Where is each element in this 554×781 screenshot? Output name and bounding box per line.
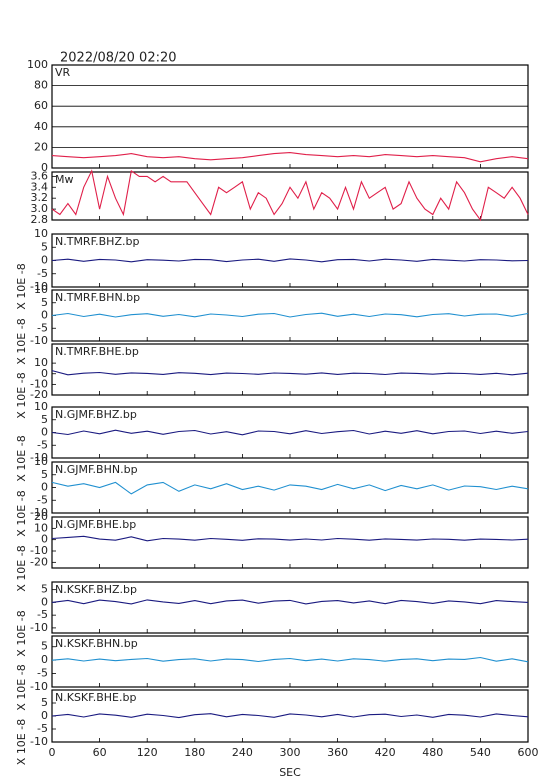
y-tick-label: -10: [30, 544, 48, 557]
y-tick-label: -20: [30, 388, 48, 401]
y-tick-label: -5: [37, 722, 48, 735]
y-tick-label: 80: [34, 79, 48, 92]
chart-title: 2022/08/20 02:20: [60, 51, 177, 66]
y-tick-label: -5: [37, 493, 48, 506]
y-tick-label: -10: [30, 334, 48, 347]
trace: [51, 152, 529, 163]
y-tick-label: 10: [34, 283, 48, 296]
x-tick-label: 0: [49, 746, 56, 759]
x-tick-label: 420: [375, 746, 396, 759]
panel-label: Mw: [55, 173, 74, 186]
y-tick-label: 0: [41, 653, 48, 666]
x-tick-label: 240: [232, 746, 253, 759]
panel-label: VR: [55, 66, 71, 79]
y-tick-label: 10: [34, 455, 48, 468]
y-tick-label: 100: [27, 58, 48, 71]
x-tick-label: 540: [470, 746, 491, 759]
x-tick-label: 180: [184, 746, 205, 759]
y-tick-label: 40: [34, 120, 48, 133]
y-tick-label: 0: [41, 595, 48, 608]
y-tick-label: 0: [41, 709, 48, 722]
y-axis-label: X 10E -8: [15, 318, 28, 364]
panel-label: N.KSKF.BHZ.bp: [55, 583, 137, 596]
trace: [51, 169, 529, 222]
panel-label: N.TMRF.BHE.bp: [55, 345, 139, 358]
y-tick-label: 0: [41, 533, 48, 546]
trace: [51, 656, 529, 663]
y-tick-label: 10: [34, 227, 48, 240]
y-tick-label: 10: [34, 400, 48, 413]
y-tick-label: 5: [41, 413, 48, 426]
x-tick-label: 300: [280, 746, 301, 759]
x-tick-label: 480: [422, 746, 443, 759]
x-tick-label: 120: [137, 746, 158, 759]
y-tick-label: 10: [34, 521, 48, 534]
y-tick-label: -10: [30, 377, 48, 390]
y-tick-label: 5: [41, 583, 48, 596]
y-tick-label: -5: [37, 438, 48, 451]
trace: [51, 370, 529, 376]
y-axis-label: X 10E -8: [15, 610, 28, 656]
trace: [51, 713, 529, 719]
y-tick-label: -5: [37, 667, 48, 680]
y-tick-label: 20: [34, 140, 48, 153]
y-tick-label: -5: [37, 267, 48, 280]
x-axis-label: SEC: [279, 766, 301, 779]
y-tick-label: 0: [41, 161, 48, 174]
panel-label: N.GJMF.BHE.bp: [55, 518, 136, 531]
y-axis-label: X 10E -8: [15, 719, 28, 765]
y-tick-label: 10: [34, 356, 48, 369]
y-axis-label: X 10E -8: [15, 490, 28, 536]
y-tick-label: 2.8: [31, 213, 49, 226]
y-tick-label: -10: [30, 735, 48, 748]
y-tick-label: -10: [30, 506, 48, 519]
trace: [51, 481, 529, 495]
y-axis-label: X 10E -8: [15, 263, 28, 309]
y-axis-label: X 10E -8: [15, 664, 28, 710]
y-tick-label: 3.0: [31, 202, 49, 215]
y-tick-label: 60: [34, 99, 48, 112]
trace: [51, 535, 529, 542]
y-tick-label: -5: [37, 608, 48, 621]
y-tick-label: 5: [41, 240, 48, 253]
trace: [51, 429, 529, 436]
trace: [51, 312, 529, 318]
y-tick-label: 5: [41, 468, 48, 481]
y-tick-label: 5: [41, 696, 48, 709]
y-tick-label: -10: [30, 280, 48, 293]
panel-label: N.KSKF.BHN.bp: [55, 637, 138, 650]
trace: [51, 599, 529, 605]
y-tick-label: 3.6: [31, 169, 49, 182]
y-tick-label: 5: [41, 640, 48, 653]
y-tick-label: 3.2: [31, 191, 49, 204]
y-axis-label: X 10E -8: [15, 545, 28, 591]
y-tick-label: 0: [41, 254, 48, 267]
y-tick-label: 0: [41, 309, 48, 322]
y-tick-label: -10: [30, 451, 48, 464]
y-tick-label: -20: [30, 555, 48, 568]
y-tick-label: 0: [41, 367, 48, 380]
y-tick-label: -10: [30, 680, 48, 693]
y-tick-label: 0: [41, 481, 48, 494]
y-axis-label: X 10E -8: [15, 435, 28, 481]
panel-label: N.GJMF.BHN.bp: [55, 463, 138, 476]
x-tick-label: 600: [518, 746, 539, 759]
y-tick-label: 5: [41, 296, 48, 309]
y-axis-label: X 10E -8: [15, 372, 28, 418]
x-tick-label: 60: [93, 746, 107, 759]
panel-label: N.GJMF.BHZ.bp: [55, 408, 137, 421]
y-tick-label: 0: [41, 426, 48, 439]
trace: [51, 258, 529, 263]
panel-label: N.TMRF.BHZ.bp: [55, 235, 139, 248]
panel-label: N.KSKF.BHE.bp: [55, 691, 136, 704]
panel-label: N.TMRF.BHN.bp: [55, 291, 140, 304]
x-tick-label: 360: [327, 746, 348, 759]
y-tick-label: -5: [37, 321, 48, 334]
y-tick-label: 20: [34, 510, 48, 523]
y-tick-label: -10: [30, 621, 48, 634]
y-tick-label: 3.4: [31, 180, 49, 193]
